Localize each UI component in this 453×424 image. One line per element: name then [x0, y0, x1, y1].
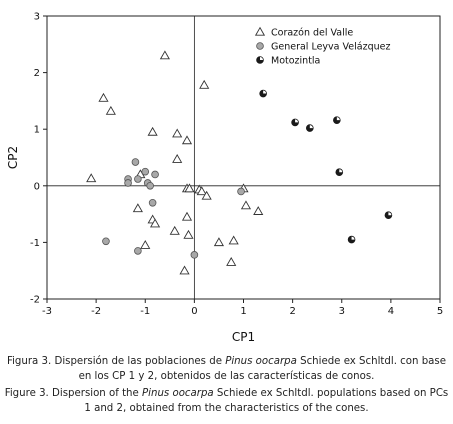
corazon-del-valle-point — [98, 92, 109, 102]
caption-es-post: Schiede ex Schltdl. con base en los CP 1… — [78, 356, 446, 382]
y-tick-label: 1 — [34, 125, 40, 136]
y-tick-label: 2 — [34, 68, 40, 79]
general-leyva-velazquez-point — [141, 167, 150, 176]
motozintla-point — [384, 211, 393, 220]
caption-en-pre: Figure 3. Dispersion of the — [4, 388, 143, 399]
y-tick-label: -2 — [30, 295, 40, 306]
corazon-del-valle-point — [172, 128, 183, 138]
x-tick-label: 5 — [437, 306, 443, 317]
corazon-del-valle-point — [172, 153, 183, 163]
corazon-del-valle-point — [86, 173, 97, 183]
corazon-del-valle-point — [159, 50, 170, 60]
general-leyva-velazquez-point — [190, 251, 199, 259]
x-tick-label: -3 — [42, 306, 52, 317]
x-tick-label: -1 — [140, 306, 150, 317]
marker-quarter-fill — [348, 236, 352, 243]
x-tick-label: -2 — [91, 306, 101, 317]
x-tick-label: 1 — [240, 306, 246, 317]
corazon-del-valle-point — [140, 240, 151, 249]
marker-quarter-fill — [306, 124, 310, 132]
corazon-del-valle-point — [228, 235, 239, 245]
general-leyva-velazquez-point — [134, 247, 142, 255]
x-tick-label: 0 — [191, 306, 197, 317]
legend-marker-corazon-del-valle — [254, 26, 266, 36]
marker-quarter-fill — [256, 56, 260, 64]
corazon-del-valle-point — [253, 206, 264, 215]
general-leyva-velazquez-point — [124, 179, 132, 187]
general-leyva-velazquez-point — [102, 237, 110, 246]
general-leyva-velazquez-point — [146, 182, 154, 190]
corazon-del-valle-point — [213, 237, 225, 247]
motozintla-point — [306, 124, 314, 132]
corazon-del-valle-point — [181, 135, 193, 145]
corazon-del-valle-point — [226, 257, 237, 266]
legend-marker-general-leyva-velazquez — [256, 42, 264, 50]
legend-label-motozintla: Motozintla — [271, 56, 320, 67]
y-axis-label: CP2 — [6, 146, 20, 169]
corazon-del-valle-point — [169, 225, 180, 235]
marker-quarter-fill — [333, 116, 337, 124]
marker-quarter-fill — [335, 168, 340, 176]
corazon-del-valle-point — [184, 183, 195, 193]
x-tick-label: 4 — [388, 306, 394, 317]
legend-marker-motozintla — [256, 56, 264, 64]
marker-quarter-fill — [291, 119, 296, 126]
x-axis-label: CP1 — [232, 330, 255, 344]
corazon-del-valle-point — [201, 190, 212, 200]
figure-caption-spanish: Figura 3. Dispersión de las poblaciones … — [0, 355, 453, 384]
corazon-del-valle-point — [181, 211, 193, 221]
general-leyva-velazquez-point — [131, 158, 140, 166]
general-leyva-velazquez-point — [148, 198, 157, 207]
corazon-del-valle-point — [179, 265, 190, 275]
caption-es-pre: Figura 3. Dispersión de las poblaciones … — [6, 356, 226, 367]
motozintla-point — [333, 116, 341, 124]
general-leyva-velazquez-point — [134, 175, 142, 183]
corazon-del-valle-point — [105, 105, 116, 115]
legend-label-general-leyva-velazquez: General Leyva Velázquez — [271, 42, 390, 53]
caption-es-species: Pinus oocarpa — [225, 356, 297, 367]
motozintla-point — [291, 118, 299, 127]
corazon-del-valle-point — [147, 126, 158, 136]
marker-quarter-fill — [259, 90, 264, 97]
corazon-del-valle-point — [199, 79, 210, 89]
y-tick-label: 0 — [34, 181, 40, 192]
figure-caption-english: Figure 3. Dispersion of the Pinus oocarp… — [0, 387, 453, 416]
corazon-del-valle-point — [240, 200, 252, 210]
plot-frame — [46, 15, 441, 300]
y-tick-label: -1 — [30, 238, 40, 249]
corazon-del-valle-point — [196, 186, 207, 196]
motozintla-point — [259, 89, 267, 98]
corazon-del-valle-point — [149, 218, 161, 228]
legend-label-corazon-del-valle: Corazón del Valle — [271, 28, 353, 39]
caption-en-post: Schiede ex Schltdl. populations based on… — [84, 388, 449, 414]
general-leyva-velazquez-point — [151, 170, 159, 179]
corazon-del-valle-point — [132, 203, 143, 213]
general-leyva-velazquez-point — [237, 187, 245, 196]
motozintla-point — [347, 235, 356, 244]
x-tick-label: 2 — [289, 306, 295, 317]
x-tick-label: 3 — [339, 306, 345, 317]
caption-en-species: Pinus oocarpa — [142, 388, 214, 399]
corazon-del-valle-point — [183, 229, 194, 239]
marker-quarter-fill — [385, 211, 389, 219]
motozintla-point — [335, 168, 344, 177]
y-tick-label: 3 — [34, 12, 40, 23]
